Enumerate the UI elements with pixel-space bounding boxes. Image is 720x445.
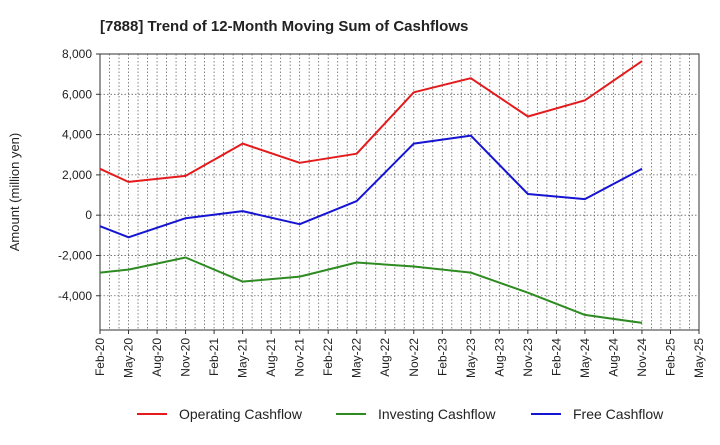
y-tick-label: 6,000 (62, 87, 92, 101)
y-tick-label: 8,000 (62, 47, 92, 61)
x-tick-label: Feb-24 (549, 338, 563, 376)
x-tick-label: Feb-22 (321, 338, 335, 376)
x-tick-label: Aug-23 (492, 338, 506, 377)
y-tick-label: 4,000 (62, 128, 92, 142)
y-tick-label: 0 (85, 208, 92, 222)
series-lines (99, 60, 643, 324)
x-tick-label: May-25 (692, 338, 706, 378)
y-axis-ticks: 8,000 6,000 4,000 2,000 0 -2,000 -4,000 (58, 47, 100, 303)
legend-label: Investing Cashflow (378, 406, 496, 422)
legend-label: Operating Cashflow (179, 406, 303, 422)
x-tick-label: Nov-23 (521, 338, 535, 377)
x-tick-label: Aug-20 (150, 338, 164, 377)
x-tick-label: Nov-21 (293, 338, 307, 377)
x-tick-label: Aug-21 (264, 338, 278, 377)
x-tick-label: Aug-24 (606, 338, 620, 377)
x-tick-label: Nov-20 (179, 338, 193, 377)
y-axis-label: Amount (million yen) (7, 133, 22, 252)
x-axis-ticks: Feb-20 May-20 Aug-20 Nov-20 Feb-21 May-21 Aug-… (93, 330, 706, 378)
y-tick-label: -2,000 (58, 248, 92, 262)
chart-title: [7888] Trend of 12-Month Moving Sum of C… (100, 18, 468, 35)
legend: Operating Cashflow Investing Cashflow Free… (137, 406, 664, 422)
x-tick-label: Feb-20 (93, 338, 107, 376)
x-tick-label: Feb-25 (663, 338, 677, 376)
x-tick-label: Feb-23 (435, 338, 449, 376)
legend-label: Free Cashflow (573, 406, 664, 422)
x-tick-label: May-20 (122, 338, 136, 378)
x-tick-label: May-22 (350, 338, 364, 378)
x-tick-label: Aug-22 (378, 338, 392, 377)
series-line-investing-cashflow (99, 256, 643, 324)
plot-area-frame (99, 53, 700, 331)
y-tick-label: -4,000 (58, 289, 92, 303)
y-tick-label: 2,000 (62, 168, 92, 182)
x-tick-label: May-24 (578, 338, 592, 378)
x-tick-label: May-23 (464, 338, 478, 378)
series-line-free-cashflow (99, 134, 643, 239)
grid-lines (100, 54, 699, 330)
x-tick-label: Nov-24 (635, 338, 649, 377)
series-line-operating-cashflow (99, 60, 643, 183)
x-tick-label: Nov-22 (407, 338, 421, 377)
x-tick-label: May-21 (236, 338, 250, 378)
x-tick-label: Feb-21 (207, 338, 221, 376)
